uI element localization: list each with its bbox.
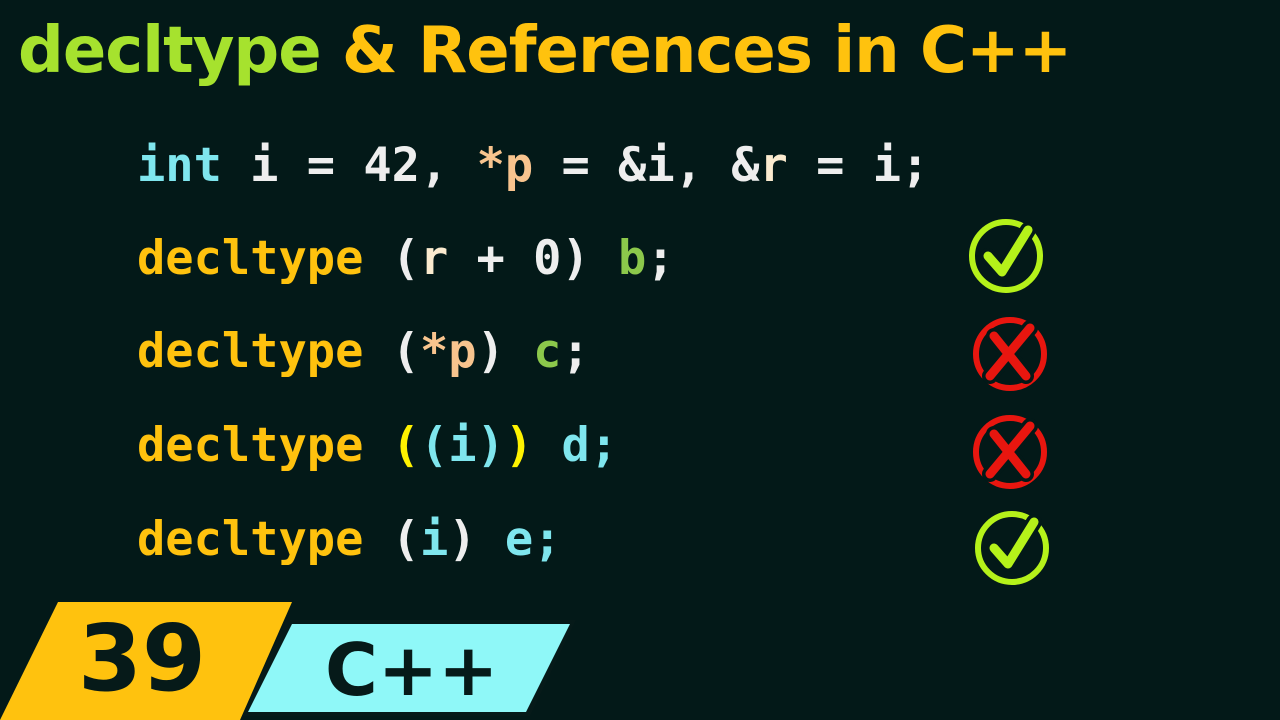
code-line-d: decltype ((i)) d; xyxy=(137,416,618,476)
code-token: ( xyxy=(363,512,420,567)
code-token: decltype xyxy=(137,512,364,567)
code-token: r xyxy=(419,231,449,286)
code-token: = i; xyxy=(787,138,930,193)
code-token: *p xyxy=(476,138,534,193)
episode-badge-background xyxy=(0,602,292,720)
code-token: b xyxy=(618,231,647,286)
video-title: decltype & References in C++ xyxy=(18,6,1268,96)
title-keyword: decltype xyxy=(18,14,322,88)
code-token: ) xyxy=(448,512,505,567)
language-badge-background xyxy=(242,620,576,716)
code-token: + 0) xyxy=(448,231,619,286)
language-label: C++ xyxy=(325,628,499,712)
code-token: ) xyxy=(476,324,534,379)
code-token: decltype xyxy=(137,418,364,473)
code-token: decltype xyxy=(137,231,364,286)
code-token: r xyxy=(759,138,788,193)
code-token: ; xyxy=(646,231,675,286)
code-token: i = 42, xyxy=(221,138,477,193)
code-token: ( xyxy=(363,231,420,286)
code-token: i xyxy=(419,512,449,567)
code-token: ; xyxy=(533,512,562,567)
title-rest: & References in C++ xyxy=(341,14,1072,88)
code-line-declaration: int i = 42, *p = &i, &r = i; xyxy=(137,136,929,196)
code-token: e xyxy=(504,512,534,567)
code-token: d xyxy=(533,418,590,473)
code-token: ( xyxy=(363,324,420,379)
code-token: c xyxy=(533,324,562,379)
code-line-e: decltype (i) e; xyxy=(137,510,561,570)
code-token: = &i, & xyxy=(533,138,760,193)
code-token: decltype xyxy=(137,324,364,379)
code-token: ( xyxy=(363,418,420,473)
code-token: ; xyxy=(589,418,619,473)
code-token: int xyxy=(137,138,222,193)
episode-number: 39 xyxy=(78,605,207,712)
cross-icon xyxy=(973,317,1047,391)
check-icon xyxy=(969,219,1043,293)
check-icon xyxy=(975,511,1049,585)
code-line-c: decltype (*p) c; xyxy=(137,322,590,382)
code-token: (i) xyxy=(419,418,505,473)
cross-icon xyxy=(973,415,1047,489)
code-token: ) xyxy=(504,418,534,473)
code-token: ; xyxy=(561,324,590,379)
code-token: *p xyxy=(419,324,477,379)
code-line-b: decltype (r + 0) b; xyxy=(137,229,675,289)
